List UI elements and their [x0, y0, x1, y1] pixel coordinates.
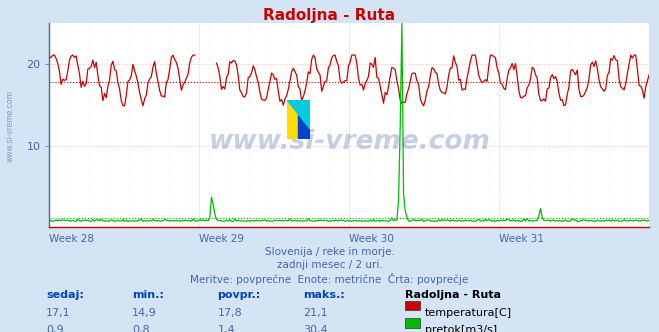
Text: 21,1: 21,1: [303, 308, 328, 318]
Text: povpr.:: povpr.:: [217, 290, 261, 300]
Bar: [287, 100, 298, 139]
Text: 14,9: 14,9: [132, 308, 157, 318]
Text: Week 29: Week 29: [199, 234, 244, 244]
Text: Week 30: Week 30: [349, 234, 394, 244]
Polygon shape: [287, 100, 310, 129]
Text: zadnji mesec / 2 uri.: zadnji mesec / 2 uri.: [277, 260, 382, 270]
Text: 17,8: 17,8: [217, 308, 243, 318]
Text: 0,8: 0,8: [132, 325, 150, 332]
Text: min.:: min.:: [132, 290, 163, 300]
Text: 1,4: 1,4: [217, 325, 235, 332]
Bar: [298, 100, 310, 139]
Text: 17,1: 17,1: [46, 308, 71, 318]
Text: maks.:: maks.:: [303, 290, 345, 300]
Text: temperatura[C]: temperatura[C]: [425, 308, 512, 318]
Text: Radoljna - Ruta: Radoljna - Ruta: [405, 290, 501, 300]
Text: Radoljna - Ruta: Radoljna - Ruta: [264, 8, 395, 23]
Text: Week 28: Week 28: [49, 234, 94, 244]
Text: www.si-vreme.com: www.si-vreme.com: [5, 90, 14, 162]
Text: 0,9: 0,9: [46, 325, 64, 332]
Text: www.si-vreme.com: www.si-vreme.com: [208, 129, 490, 155]
Text: Slovenija / reke in morje.: Slovenija / reke in morje.: [264, 247, 395, 257]
Text: sedaj:: sedaj:: [46, 290, 84, 300]
Text: pretok[m3/s]: pretok[m3/s]: [425, 325, 497, 332]
Text: Meritve: povprečne  Enote: metrične  Črta: povprečje: Meritve: povprečne Enote: metrične Črta:…: [190, 273, 469, 285]
Text: 30,4: 30,4: [303, 325, 328, 332]
Text: Week 31: Week 31: [500, 234, 544, 244]
